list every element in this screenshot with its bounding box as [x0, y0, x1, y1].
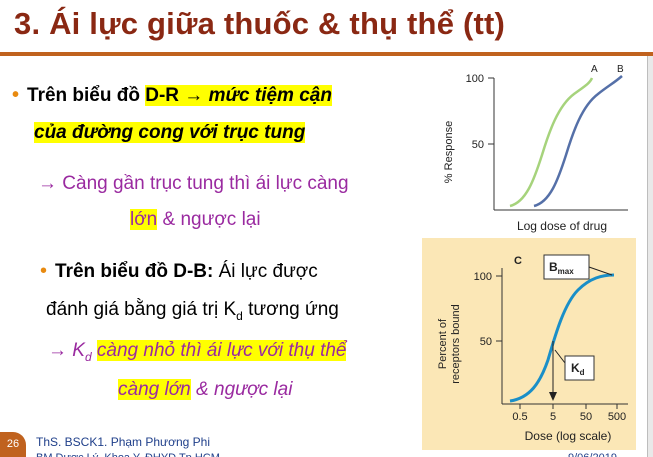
dr-y-label: % Response — [443, 121, 455, 183]
dr-tick-label-100: 100 — [466, 73, 484, 85]
page-number: 26 — [0, 432, 26, 457]
bullet-2-kd-suffix: tương ứng — [242, 299, 339, 320]
curve-b-label: B — [617, 64, 624, 75]
kd-callout-box — [564, 355, 595, 381]
curve-b-line — [533, 75, 623, 208]
footer-date: 9/06/2019 — [568, 452, 617, 457]
bullet-1-highlight: D-R → — [145, 85, 209, 106]
db-x-label: Dose (log scale) — [525, 429, 612, 443]
db-panel-label: C — [514, 255, 522, 267]
db-y-tick-label-50: 50 — [480, 336, 492, 348]
sub-bullet-2-highlight-2: càng lớn — [118, 379, 191, 400]
sub-bullet-2-line-1: → Kd càng nhỏ thì ái lực với thụ thể — [48, 340, 347, 364]
kd-label: Kd — [571, 361, 585, 377]
db-x-tick-label-3: 500 — [608, 411, 626, 423]
slide-title: 3. Ái lực giữa thuốc & thụ thể (tt) — [14, 6, 506, 41]
kd-subscript: d — [580, 368, 585, 377]
dose-binding-figure: C 100 50 Percent of receptors bound 0.5 … — [422, 238, 636, 450]
footer-author: ThS. BSCK1. Phạm Phương Phi — [36, 435, 210, 449]
sub-bullet-1-line-1: → Càng gần trục tung thì ái lực càng — [38, 173, 349, 195]
kd-main: K — [571, 361, 580, 375]
dose-response-background — [422, 60, 636, 236]
bullet-dot-icon: • — [12, 84, 20, 106]
db-y-label-2: receptors bound — [450, 304, 462, 384]
bullet-1-emphasis: mức tiệm cận — [208, 85, 332, 106]
db-y-label-1: Percent of — [437, 318, 449, 369]
footer-organization: BM Dược Lý, Khoa Y, ĐHYD Tp.HCM — [36, 452, 220, 457]
bullet-2-line-1: • Trên biểu đồ D-B: Ái lực được — [40, 260, 318, 283]
bullet-2-rest: Ái lực được — [213, 261, 318, 282]
title-divider — [0, 52, 653, 56]
bmax-main: B — [549, 260, 558, 274]
db-x-tick-label-0: 0.5 — [512, 411, 527, 423]
bullet-1-line-2: của đường cong với trục tung — [34, 122, 306, 144]
sub-bullet-2-highlight: càng nhỏ thì ái lực với thụ thể — [96, 340, 347, 361]
curve-a-line — [509, 77, 594, 208]
kd-callout-line — [554, 349, 566, 364]
bullet-2-line-2: đánh giá bằng giá trị Kd tương ứng — [46, 299, 339, 323]
dr-x-label: Log dose of drug — [517, 219, 607, 233]
sub-bullet-2-subscript: d — [84, 349, 92, 364]
sub-bullet-1-rest: & ngược lại — [157, 209, 261, 230]
kd-arrow-icon — [549, 392, 557, 401]
bullet-2-bold: Trên biểu đồ D-B: — [55, 261, 214, 282]
slide-right-border — [647, 56, 653, 457]
bullet-2-kd-subscript: d — [236, 308, 243, 323]
bullet-dot-icon: • — [40, 260, 48, 282]
db-y-tick-label-100: 100 — [474, 271, 492, 283]
bmax-callout-line — [588, 266, 613, 276]
bmax-subscript: max — [558, 267, 575, 276]
sub-bullet-1-highlight: lớn — [130, 209, 158, 230]
dose-binding-background — [422, 238, 636, 450]
sub-bullet-2-line-2: càng lớn & ngược lại — [118, 379, 292, 401]
binding-curve — [509, 273, 615, 403]
bullet-1-line-1: • Trên biểu đồ D-R → mức tiệm cận — [12, 84, 332, 107]
dose-response-figure: 100 50 % Response Log dose of drug A B — [422, 60, 636, 236]
sub-bullet-1-text: → Càng gần trục tung thì ái lực càng — [38, 173, 349, 194]
sub-bullet-2-rest: & ngược lại — [190, 379, 293, 400]
db-x-tick-label-2: 50 — [580, 411, 592, 423]
bullet-1-prefix: Trên biểu đồ — [27, 85, 146, 106]
bmax-callout-box — [543, 254, 590, 280]
bullet-1-continuation: của đường cong với trục tung — [34, 122, 306, 143]
sub-bullet-2-arrow: → K — [48, 340, 85, 361]
bmax-label: Bmax — [549, 260, 574, 276]
db-x-tick-label-1: 5 — [550, 411, 556, 423]
dr-tick-label-50: 50 — [472, 139, 484, 151]
sub-bullet-1-line-2: lớn & ngược lại — [130, 209, 261, 231]
bullet-2-kd-prefix: đánh giá bằng giá trị K — [46, 299, 237, 320]
curve-a-label: A — [591, 64, 598, 75]
